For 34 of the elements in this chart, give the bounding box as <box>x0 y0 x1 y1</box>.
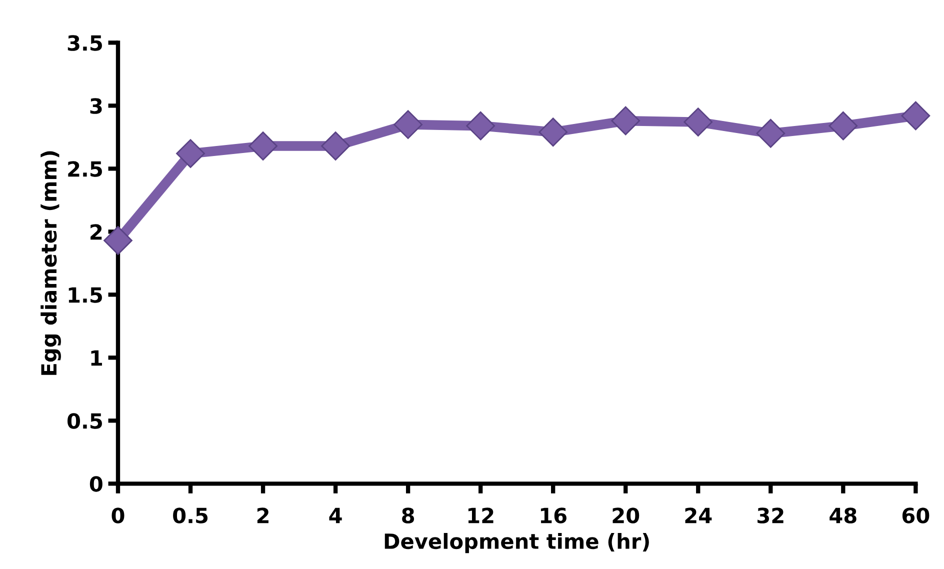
x-tick-label: 2 <box>257 508 268 524</box>
x-tick-label: 16 <box>540 508 566 524</box>
x-tick-label: 32 <box>758 508 784 524</box>
x-tick-label: 24 <box>685 508 712 524</box>
point <box>394 110 423 140</box>
x-tick-label: 0 <box>112 508 124 524</box>
x-tick-label: 0.5 <box>173 508 208 524</box>
x-tick-label: 8 <box>402 508 414 524</box>
x-tick-label: 12 <box>468 508 494 524</box>
point <box>611 106 640 136</box>
y-tick-label: 2.5 <box>68 161 102 177</box>
y-tick-label: 0 <box>90 476 102 492</box>
point <box>538 118 568 147</box>
point <box>104 226 132 255</box>
y-tick-label: 3.5 <box>68 35 102 51</box>
y-tick-label: 1.5 <box>68 287 102 303</box>
point <box>248 132 278 160</box>
y-tick-label: 2 <box>90 224 102 240</box>
x-axis-title: Development time (hr) <box>384 532 649 554</box>
x-tick-label: 60 <box>902 508 930 524</box>
point <box>176 139 205 168</box>
point <box>321 132 350 160</box>
y-tick-label: 3 <box>90 98 102 114</box>
point <box>901 101 930 130</box>
x-tick-label: 20 <box>612 508 640 524</box>
point <box>828 111 858 140</box>
point <box>756 118 786 148</box>
y-tick-label: 1 <box>91 350 102 366</box>
y-tick-label: 0.5 <box>68 413 102 429</box>
point <box>466 111 496 140</box>
x-tick-label: 48 <box>830 508 856 524</box>
x-tick-label: 4 <box>329 508 342 524</box>
point <box>684 108 713 136</box>
y-axis-title: Egg diameter (mm) <box>40 151 61 375</box>
